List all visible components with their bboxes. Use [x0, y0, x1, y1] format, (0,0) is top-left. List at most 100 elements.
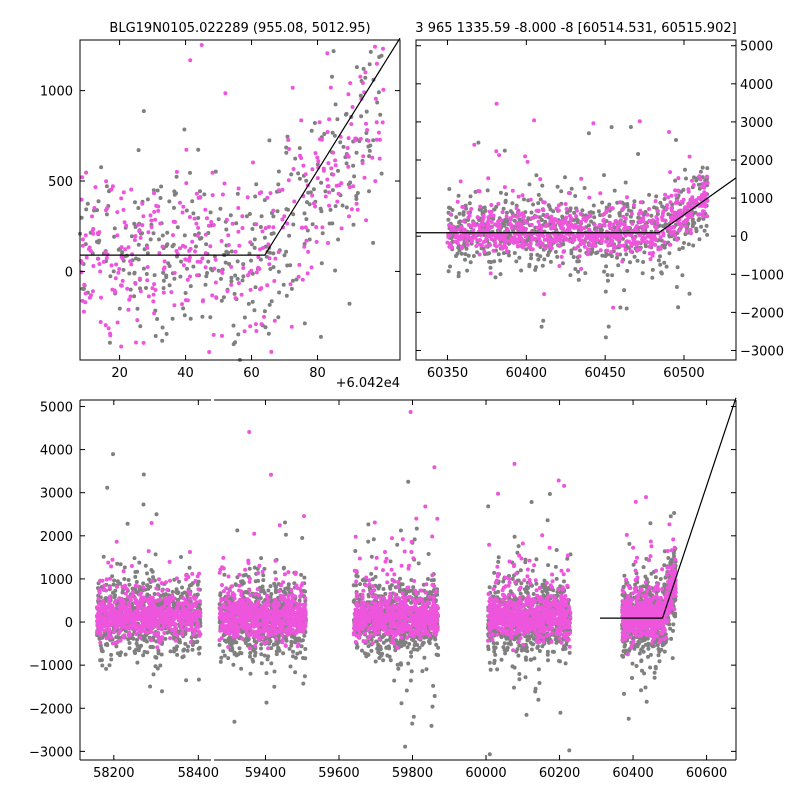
data-point — [496, 201, 501, 206]
data-point — [187, 583, 192, 588]
data-point — [164, 331, 169, 336]
data-point — [191, 264, 196, 269]
data-point — [80, 175, 85, 180]
data-point — [663, 222, 668, 227]
data-point — [371, 138, 376, 143]
data-point — [195, 273, 199, 278]
data-point — [267, 224, 271, 229]
data-point — [248, 240, 253, 245]
data-point — [193, 595, 198, 600]
data-point — [196, 225, 201, 230]
data-point — [161, 286, 166, 291]
data-point — [541, 318, 546, 323]
data-point — [274, 636, 279, 641]
data-point — [96, 624, 101, 629]
data-point — [145, 251, 150, 256]
data-point — [221, 589, 226, 594]
data-point — [493, 236, 498, 241]
data-point — [618, 234, 623, 239]
data-point — [498, 272, 503, 277]
data-point — [112, 600, 117, 605]
data-point — [160, 635, 165, 640]
data-point — [611, 305, 616, 310]
data-point — [187, 604, 192, 609]
data-point — [460, 204, 465, 209]
data-point — [103, 610, 108, 615]
data-point — [187, 215, 192, 219]
data-point — [476, 189, 481, 193]
data-point — [482, 249, 487, 254]
data-point — [154, 586, 159, 591]
x-tick-label: 60500 — [663, 366, 704, 381]
data-point — [229, 249, 234, 254]
data-point — [373, 179, 378, 184]
data-point — [127, 630, 132, 635]
data-point — [256, 255, 261, 260]
data-point — [606, 324, 611, 329]
data-point — [290, 278, 295, 283]
panel-left-points — [78, 43, 386, 362]
data-point — [246, 301, 251, 306]
data-point — [281, 580, 286, 585]
data-point — [129, 234, 134, 239]
data-point — [594, 228, 599, 233]
data-point — [210, 170, 215, 175]
data-point — [239, 589, 244, 594]
data-point — [599, 240, 604, 245]
data-point — [250, 227, 255, 231]
data-point — [271, 214, 276, 219]
data-point — [236, 281, 241, 286]
data-point — [248, 671, 253, 676]
data-point — [455, 241, 460, 246]
data-point — [376, 130, 381, 135]
data-point — [677, 222, 682, 227]
data-point — [482, 205, 487, 210]
data-point — [301, 681, 306, 686]
data-point — [125, 521, 130, 526]
data-point — [276, 645, 281, 650]
data-point — [109, 564, 114, 569]
data-point — [97, 636, 102, 641]
data-point — [96, 256, 101, 261]
data-point — [548, 259, 553, 264]
data-point — [213, 280, 218, 285]
data-point — [541, 208, 546, 212]
data-point — [159, 652, 164, 657]
data-point — [162, 259, 167, 264]
data-point — [335, 117, 340, 122]
data-point — [456, 271, 461, 275]
data-point — [252, 308, 257, 313]
data-point — [280, 633, 285, 638]
data-point — [291, 167, 296, 171]
data-point — [591, 210, 596, 215]
data-point — [266, 588, 271, 593]
data-point — [611, 234, 616, 239]
data-point — [502, 223, 507, 228]
data-point — [134, 641, 139, 646]
data-point — [180, 302, 184, 307]
data-point — [676, 305, 681, 310]
data-point — [138, 635, 143, 640]
data-point — [98, 269, 103, 274]
data-point — [288, 664, 293, 669]
data-point — [172, 615, 177, 620]
data-point — [505, 249, 509, 254]
data-point — [477, 252, 482, 257]
data-point — [377, 156, 382, 161]
data-point — [185, 266, 189, 271]
x-tick-label: 60 — [243, 366, 260, 381]
data-point — [596, 209, 601, 214]
data-point — [380, 120, 385, 125]
data-point — [341, 144, 346, 149]
x-tick-label: 60350 — [427, 366, 468, 381]
data-point — [247, 251, 252, 256]
data-point — [153, 552, 158, 557]
data-point — [281, 651, 286, 656]
data-point — [103, 250, 108, 255]
data-point — [247, 588, 252, 593]
data-point — [284, 293, 289, 298]
data-point — [248, 654, 252, 659]
data-point — [118, 562, 123, 567]
data-point — [297, 262, 302, 267]
data-point — [683, 167, 687, 172]
